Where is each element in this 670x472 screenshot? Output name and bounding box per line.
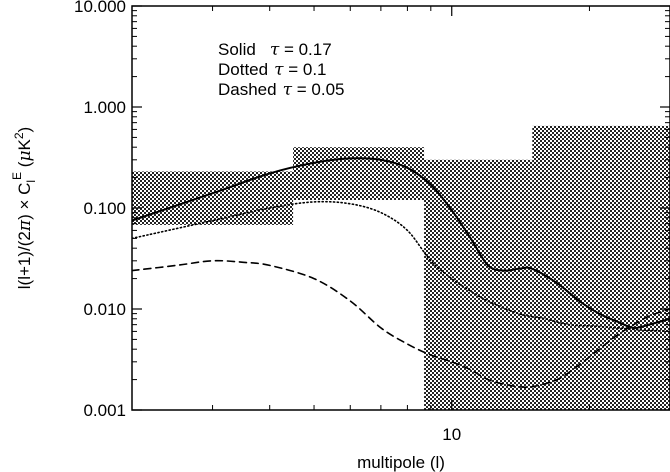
legend: Solid τ = 0.17 Dotted τ = 0.1 Dashed τ = 0.…: [218, 40, 344, 100]
error-band-1: [293, 147, 425, 201]
y-axis-label: l(l+1)/(2π) × ClE (μK2): [10, 127, 38, 289]
legend-entry-dotted: Dotted τ = 0.1: [218, 60, 327, 80]
error-band-0: [132, 171, 294, 225]
error-bands: [132, 125, 670, 410]
y-tick-label-0: 0.001: [83, 401, 126, 420]
y-tick-label-3: 1.000: [83, 98, 126, 117]
legend-entry-dashed: Dashed τ = 0.05: [218, 80, 344, 100]
series-line-dashed: [132, 259, 670, 389]
y-tick-label-2: 0.100: [83, 199, 126, 218]
series-line-dotted: [132, 200, 670, 333]
axis-ticks: 0.001 0.010 0.100 1.000 10.000 10: [74, 0, 670, 444]
x-tick-label-0: 10: [442, 425, 461, 444]
y-tick-label-1: 0.010: [83, 300, 126, 319]
error-band-3: [532, 125, 670, 410]
y-tick-label-4: 10.000: [74, 0, 126, 16]
legend-entry-solid: Solid τ = 0.17: [218, 40, 332, 60]
series-line-solid: [132, 157, 670, 329]
series-lines: [132, 157, 670, 389]
error-band-2: [424, 159, 533, 410]
x-axis-label: multipole (l): [357, 453, 445, 472]
